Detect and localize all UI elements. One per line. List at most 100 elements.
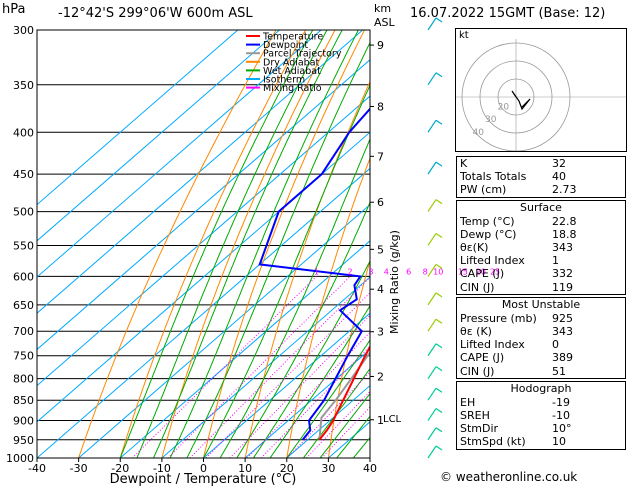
mixing-ratio-line: [167, 276, 351, 458]
index-value: 332: [552, 267, 573, 281]
wet-adiabat-line: [269, 304, 370, 458]
pressure-tick-label: 450: [13, 168, 34, 181]
km-tick-label: 3: [377, 326, 384, 339]
wind-barb: [427, 366, 437, 380]
asl-label: ASL: [374, 16, 395, 29]
indices-panel: K 32 Totals Totals 40 PW (cm) 2.73 Surface Te…: [456, 156, 626, 452]
parcel-trajectory-line: [318, 350, 370, 440]
isotherm-line: [286, 384, 370, 458]
pressure-tick-label: 650: [13, 299, 34, 312]
km-tick-label: 8: [377, 100, 384, 113]
dry-adiabat-line: [327, 259, 370, 458]
index-label: PW (cm): [460, 183, 507, 197]
index-value: -10: [552, 409, 570, 423]
dewpoint-line: [258, 107, 370, 441]
mixing-ratio-label: 3: [368, 267, 373, 276]
index-row: Totals Totals 40: [457, 170, 625, 183]
index-label: θε (K): [460, 325, 492, 339]
mixing-ratio-label: 20: [476, 267, 486, 276]
indices-top-box: K 32 Totals Totals 40 PW (cm) 2.73: [456, 156, 626, 198]
pressure-tick-label: 1000: [6, 452, 34, 465]
unstable-title: Most Unstable: [501, 297, 581, 311]
pressure-tick-label: 550: [13, 239, 34, 252]
index-label: CAPE (J): [460, 267, 505, 281]
index-row: Dewp (°C) 18.8: [457, 228, 625, 241]
km-tick-label: 7: [377, 150, 384, 163]
unstable-box: Most Unstable Pressure (mb) 925 θε (K) 343 L…: [456, 296, 626, 379]
dry-adiabat-line: [244, 80, 370, 458]
wind-barb-flag: [435, 343, 443, 349]
legend-entry: Wet Adiabat: [263, 66, 321, 77]
legend-entry: Dry Adiabat: [263, 57, 320, 68]
index-label: θε(K): [460, 241, 489, 255]
km-tick-label: 4: [377, 283, 384, 296]
dry-adiabat-line: [286, 156, 370, 458]
wet-adiabat-line: [186, 41, 370, 458]
pressure-tick-label: 300: [13, 24, 34, 37]
isotherm-line: [37, 30, 239, 206]
index-label: Lifted Index: [460, 254, 525, 268]
pressure-tick-label: 850: [13, 394, 34, 407]
mixing-ratio-line: [205, 292, 370, 458]
wind-barb-flag: [435, 445, 443, 451]
datetime-label: 16.07.2022 15GMT (Base: 12): [410, 6, 606, 21]
mixing-ratio-label: 15: [458, 267, 468, 276]
index-value: 10°: [552, 422, 572, 436]
index-value: 1: [552, 254, 559, 268]
index-row: Lifted Index 1: [457, 254, 625, 267]
pressure-tick-label: 400: [13, 126, 34, 139]
mixing-ratio-label: 8: [423, 267, 428, 276]
index-label: CIN (J): [460, 364, 495, 378]
index-value: 22.8: [552, 214, 577, 228]
isotherm-line: [244, 348, 370, 458]
wind-barb: [427, 119, 437, 133]
wind-barb-flag: [435, 17, 443, 23]
index-row: EH -19: [457, 396, 625, 409]
wind-barb: [427, 199, 437, 212]
index-row: θε(K) 343: [457, 241, 625, 254]
chart-axes: 1 2 3 4 6 8 10 15 20 2530035040045050055060065070…: [6, 24, 500, 486]
wind-barb-flag: [435, 72, 443, 78]
x-axis-label: Dewpoint / Temperature (°C): [110, 472, 297, 486]
km-tick-label: 6: [377, 196, 384, 209]
wind-barb: [427, 427, 437, 441]
index-row: SREH -10: [457, 409, 625, 422]
legend-entry: Temperature: [262, 32, 323, 43]
km-tick-label: 1: [377, 414, 384, 427]
pressure-tick-label: 500: [13, 206, 34, 219]
index-label: Dewp (°C): [460, 227, 517, 241]
x-tick-label: 30: [321, 462, 335, 475]
pressure-tick-label: 800: [13, 373, 34, 386]
chart-profiles: [258, 107, 370, 441]
index-label: EH: [460, 395, 476, 409]
index-value: 51: [552, 364, 566, 378]
index-value: -19: [552, 395, 570, 409]
wind-barb: [427, 387, 437, 401]
index-value: 40: [552, 170, 566, 184]
wind-barb: [427, 72, 437, 86]
isotherm-line: [37, 59, 370, 351]
wind-barb-flag: [435, 161, 443, 167]
wind-barb: [427, 17, 437, 31]
wind-barb: [427, 408, 437, 421]
wind-barb-flag: [435, 292, 443, 298]
wet-adiabat-line: [203, 84, 370, 458]
index-row: StmSpd (kt) 10: [457, 435, 625, 448]
x-tick-label: -30: [70, 462, 88, 475]
km-tick-label: 5: [377, 243, 384, 256]
index-value: 343: [552, 241, 573, 255]
wet-adiabat-line: [286, 339, 370, 458]
dry-adiabat-line: [119, 30, 306, 458]
index-label: Lifted Index: [460, 338, 525, 352]
wind-barb-flag: [435, 263, 443, 269]
wind-barb-flag: [435, 119, 443, 125]
isotherm-line: [37, 167, 370, 458]
index-value: 119: [552, 280, 573, 294]
pressure-tick-label: 750: [13, 350, 34, 363]
km-label: km: [374, 2, 392, 15]
legend-entry: Parcel Trajectory: [263, 49, 342, 60]
x-tick-label: 20: [280, 462, 294, 475]
index-label: Temp (°C): [460, 214, 515, 228]
isotherm-line: [203, 312, 370, 458]
